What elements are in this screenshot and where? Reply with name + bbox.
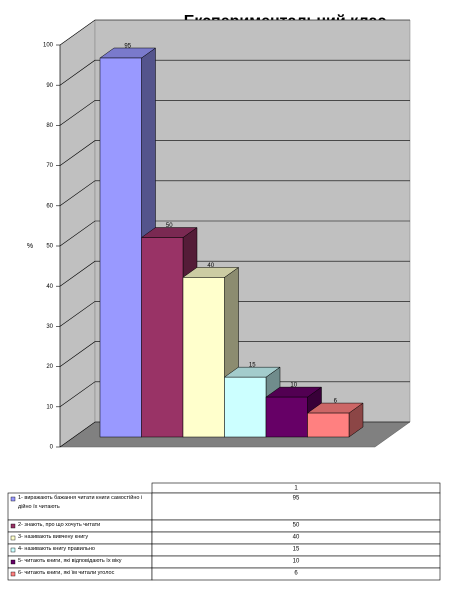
data-label: 6 [334, 399, 338, 405]
y-tick-label: 10 [46, 404, 53, 410]
bar [265, 396, 308, 438]
legend-key [10, 547, 16, 553]
y-tick-label: 80 [46, 123, 53, 129]
legend-key [10, 559, 16, 565]
table-value: 15 [293, 547, 300, 553]
bar [307, 412, 350, 438]
table-row-label: 3- називають вивчену книгу [18, 534, 89, 540]
table-label-cell [7, 492, 153, 521]
grid-line [59, 301, 410, 327]
grid-line [59, 180, 410, 207]
table-value: 10 [293, 559, 300, 565]
grid-line [59, 220, 410, 247]
table-value-cell [151, 492, 441, 521]
table-row-label: 1- виражають бажання читати книги самост… [18, 495, 143, 510]
bar [99, 57, 142, 438]
legend-key [10, 496, 16, 502]
bar [182, 277, 225, 438]
table-row-label: 2- знають, про що хочуть читати [18, 522, 101, 528]
y-axis-label: % [27, 243, 33, 250]
y-tick-label: 50 [46, 244, 53, 250]
data-label: 95 [124, 44, 131, 50]
data-label: 40 [207, 263, 214, 269]
grid-line [59, 341, 410, 367]
grid-line [59, 59, 410, 86]
y-tick-label: 30 [46, 324, 53, 330]
label-box: 2- знають, про що хочуть читати [18, 522, 101, 528]
y-tick-label: 90 [46, 83, 53, 89]
table-value: 6 [294, 571, 298, 577]
label-box: 4- називають книгу правильно [18, 546, 95, 552]
table-row-label: 5- читають книги, які відповідають їх ві… [18, 558, 122, 564]
table-header: 1 [294, 486, 298, 492]
data-label: 10 [290, 383, 297, 389]
y-tick-label: 20 [46, 364, 53, 370]
grid-line [59, 100, 410, 126]
grid-line [59, 19, 410, 46]
label-box: 6- читають книги, які їм читали уголос [18, 570, 115, 576]
data-label: 15 [249, 363, 256, 369]
legend-key [10, 535, 16, 541]
table-value: 50 [293, 523, 300, 529]
data-table: 1 1- виражають бажання читати книги самос… [7, 482, 441, 581]
label-box: 1- виражають бажання читати книги самост… [18, 495, 143, 510]
label-box: 5- читають книги, які відповідають їх ві… [18, 558, 122, 564]
y-tick-label: 100 [43, 43, 54, 49]
legend-key [10, 571, 16, 577]
y-tick-label: 40 [46, 284, 53, 290]
grid-line [59, 381, 410, 408]
table-row-label: 6- читають книги, які їм читали уголос [18, 570, 115, 576]
legend-key [10, 523, 16, 529]
bar [141, 237, 184, 438]
grid-line [59, 140, 410, 166]
y-tick-label: 0 [50, 445, 54, 451]
y-tick-label: 60 [46, 203, 53, 209]
table-row-label: 4- називають книгу правильно [18, 546, 95, 552]
y-tick-label: 70 [46, 163, 53, 169]
table-value-cell [151, 567, 441, 581]
grid-line [59, 260, 410, 287]
label-box: 3- називають вивчену книгу [18, 534, 89, 540]
table-value: 95 [293, 496, 300, 502]
table-value: 40 [293, 535, 300, 541]
bar [224, 376, 267, 438]
data-label: 50 [166, 223, 173, 229]
